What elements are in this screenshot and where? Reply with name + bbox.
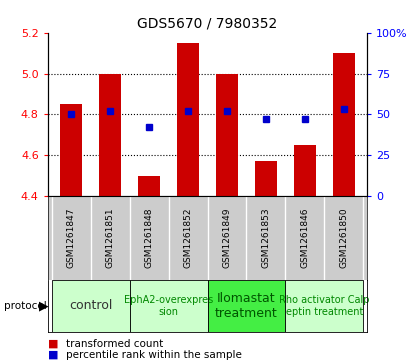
- Bar: [333, 53, 354, 196]
- Text: GSM1261850: GSM1261850: [339, 207, 349, 268]
- Bar: [208, 280, 286, 332]
- Text: transformed count: transformed count: [66, 339, 164, 349]
- Text: GSM1261851: GSM1261851: [105, 207, 115, 268]
- Text: percentile rank within the sample: percentile rank within the sample: [66, 350, 242, 360]
- Text: Ilomastat
treatment: Ilomastat treatment: [215, 292, 278, 320]
- Bar: [216, 74, 238, 196]
- Text: ■: ■: [48, 339, 58, 349]
- Bar: [61, 104, 82, 196]
- Text: control: control: [69, 299, 112, 312]
- Text: Rho activator Calp
eptin treatment: Rho activator Calp eptin treatment: [279, 295, 370, 317]
- Text: GSM1261849: GSM1261849: [222, 208, 232, 268]
- Text: GSM1261846: GSM1261846: [300, 208, 310, 268]
- Text: EphA2-overexpres
sion: EphA2-overexpres sion: [124, 295, 213, 317]
- Bar: [286, 280, 364, 332]
- Text: GSM1261847: GSM1261847: [66, 208, 76, 268]
- Bar: [255, 161, 277, 196]
- Title: GDS5670 / 7980352: GDS5670 / 7980352: [137, 16, 278, 30]
- Bar: [138, 176, 160, 196]
- Bar: [51, 280, 129, 332]
- Text: GSM1261853: GSM1261853: [261, 207, 271, 268]
- Text: ▶: ▶: [39, 299, 48, 312]
- Text: GSM1261852: GSM1261852: [183, 208, 193, 268]
- Text: GSM1261848: GSM1261848: [144, 208, 154, 268]
- Bar: [177, 43, 199, 196]
- Text: protocol: protocol: [4, 301, 47, 311]
- Bar: [99, 74, 121, 196]
- Bar: [129, 280, 208, 332]
- Bar: [294, 145, 316, 196]
- Text: ■: ■: [48, 350, 58, 360]
